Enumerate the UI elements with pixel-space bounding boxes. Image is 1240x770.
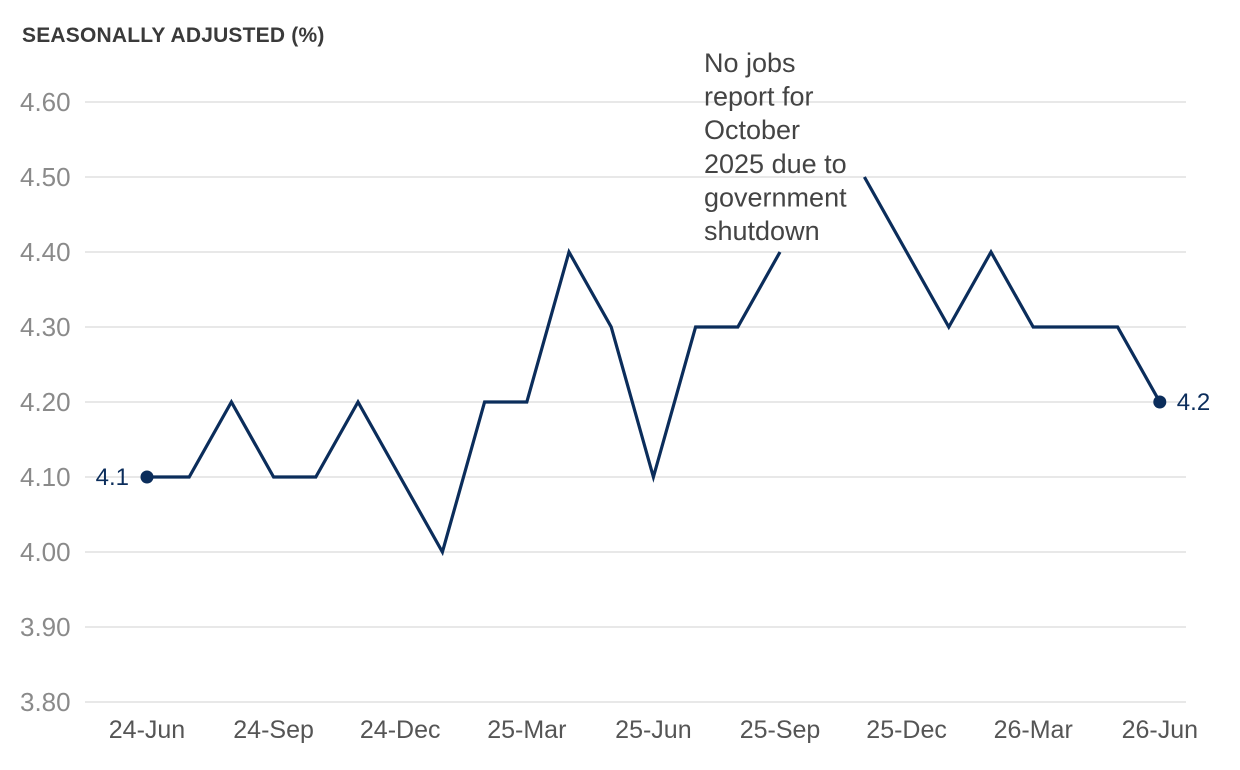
x-tick-label: 26-Mar <box>994 716 1073 744</box>
x-tick-label: 24-Sep <box>233 716 314 744</box>
y-tick-label: 4.60 <box>20 87 71 117</box>
y-tick-label: 4.50 <box>20 162 71 192</box>
y-tick-label: 4.20 <box>20 387 71 417</box>
x-tick-label: 24-Jun <box>109 716 185 744</box>
y-tick-label: 3.80 <box>20 687 71 717</box>
x-tick-label: 25-Sep <box>740 716 821 744</box>
y-tick-label: 4.00 <box>20 537 71 567</box>
x-tick-label: 24-Dec <box>360 716 441 744</box>
data-label: 4.1 <box>96 464 129 491</box>
data-point-marker <box>1153 395 1167 409</box>
x-tick-label: 25-Mar <box>487 716 566 744</box>
annotation-line: 2025 due to <box>704 149 847 179</box>
x-tick-label: 25-Dec <box>866 716 947 744</box>
series-line <box>863 176 1162 403</box>
annotation-text: No jobs report for October 2025 due to gover… <box>704 48 847 246</box>
y-tick-label: 4.10 <box>20 462 71 492</box>
y-tick-label: 4.40 <box>20 237 71 267</box>
data-label: 4.2 <box>1177 389 1210 416</box>
y-tick-label: 4.30 <box>20 312 71 342</box>
y-tick-label: 3.90 <box>20 612 71 642</box>
annotation-line: shutdown <box>704 216 820 246</box>
y-axis-title: SEASONALLY ADJUSTED (%) <box>22 24 325 47</box>
x-tick-label: 26-Jun <box>1122 716 1198 744</box>
data-point-marker <box>140 470 154 484</box>
annotation-line: report for <box>704 82 814 112</box>
annotation-line: No jobs <box>704 48 796 78</box>
annotation-line: government <box>704 182 847 212</box>
x-tick-label: 25-Jun <box>615 716 691 744</box>
series-line <box>147 247 782 557</box>
annotation-line: October <box>704 115 800 145</box>
